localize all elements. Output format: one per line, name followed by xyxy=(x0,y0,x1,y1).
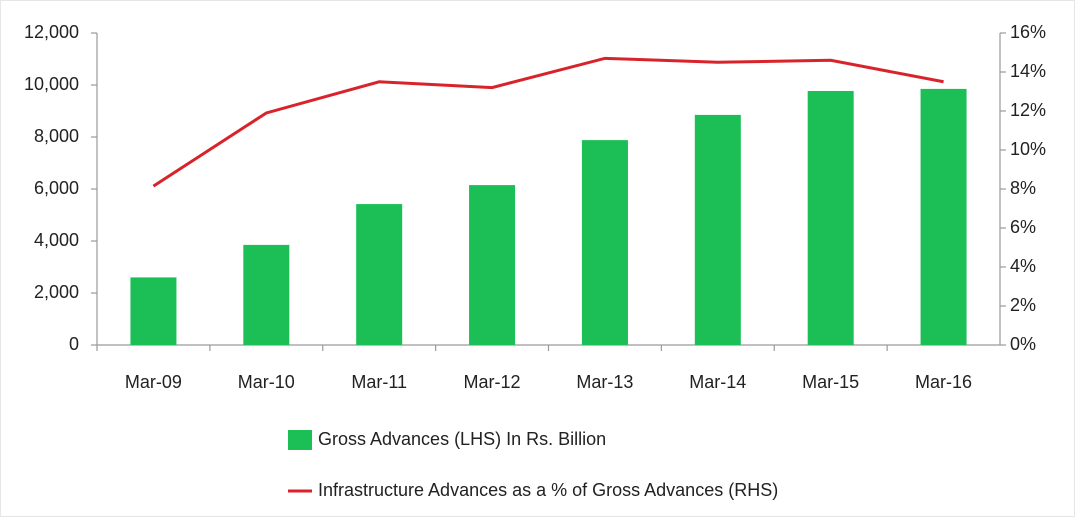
y-tick-label: 2,000 xyxy=(34,282,79,302)
bar xyxy=(581,140,628,345)
legend-swatch xyxy=(288,430,312,450)
y-tick-label: 12,000 xyxy=(24,22,79,42)
x-tick-label: Mar-16 xyxy=(915,372,972,392)
y2-tick-label: 4% xyxy=(1010,256,1036,276)
x-tick-label: Mar-14 xyxy=(689,372,746,392)
legend-label: Infrastructure Advances as a % of Gross … xyxy=(318,480,778,500)
y2-tick-label: 12% xyxy=(1010,100,1046,120)
x-tick-label: Mar-13 xyxy=(576,372,633,392)
x-tick-label: Mar-15 xyxy=(802,372,859,392)
y2-tick-label: 8% xyxy=(1010,178,1036,198)
legend-label: Gross Advances (LHS) In Rs. Billion xyxy=(318,429,606,449)
bar xyxy=(694,114,741,346)
y-tick-label: 0 xyxy=(69,334,79,354)
y-tick-label: 6,000 xyxy=(34,178,79,198)
x-tick-label: Mar-12 xyxy=(464,372,521,392)
y-tick-label: 8,000 xyxy=(34,126,79,146)
bar xyxy=(130,277,177,345)
y2-tick-label: 16% xyxy=(1010,22,1046,42)
y2-tick-label: 0% xyxy=(1010,334,1036,354)
y2-tick-label: 6% xyxy=(1010,217,1036,237)
x-tick-label: Mar-11 xyxy=(351,372,407,392)
y2-tick-label: 14% xyxy=(1010,61,1046,81)
y-tick-label: 4,000 xyxy=(34,230,79,250)
bar xyxy=(807,90,854,345)
y2-tick-label: 10% xyxy=(1010,139,1046,159)
y2-tick-label: 2% xyxy=(1010,295,1036,315)
line xyxy=(152,56,944,188)
bar xyxy=(356,204,403,345)
y-tick-label: 10,000 xyxy=(24,74,79,94)
bar xyxy=(469,185,516,345)
x-tick-label: Mar-09 xyxy=(125,372,182,392)
bar xyxy=(243,244,290,345)
bar xyxy=(920,88,967,346)
x-tick-label: Mar-10 xyxy=(238,372,295,392)
